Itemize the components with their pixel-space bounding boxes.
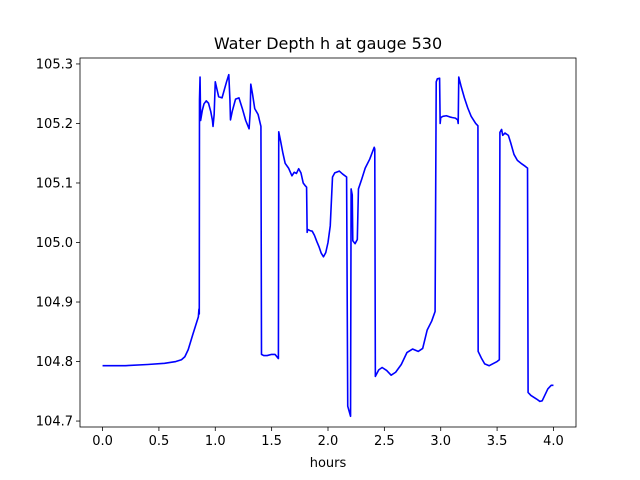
x-tick-label: 2.0 [318, 434, 339, 449]
series-line-0 [102, 73, 554, 418]
x-tick-label: 0.0 [92, 434, 113, 449]
x-tick-label: 4.0 [543, 434, 564, 449]
series-layer [102, 73, 554, 418]
y-tick-label: 104.9 [36, 296, 73, 311]
x-tick-label: 3.5 [487, 434, 508, 449]
plot-area [79, 57, 577, 428]
y-axis: 104.7 104.8 104.9 105.0 105.1 105.2 105.3 [36, 57, 80, 430]
x-tick-label: 1.0 [205, 434, 226, 449]
x-tick-label: 3.0 [430, 434, 451, 449]
y-tick-label: 105.2 [36, 117, 73, 132]
y-tick-label: 104.8 [36, 355, 73, 370]
x-axis: 0.0 0.5 1.0 1.5 2.0 2.5 3.0 3.5 4.0 [92, 427, 564, 449]
y-tick-label: 105.1 [36, 176, 73, 191]
x-tick-label: 1.5 [261, 434, 282, 449]
y-tick-label: 105.3 [36, 57, 73, 72]
x-axis-label: hours [310, 456, 347, 471]
y-tick-label: 104.7 [36, 415, 73, 430]
y-tick-label: 105.0 [36, 236, 73, 251]
chart-title: Water Depth h at gauge 530 [214, 34, 442, 53]
x-tick-label: 2.5 [374, 434, 395, 449]
x-tick-label: 0.5 [149, 434, 170, 449]
